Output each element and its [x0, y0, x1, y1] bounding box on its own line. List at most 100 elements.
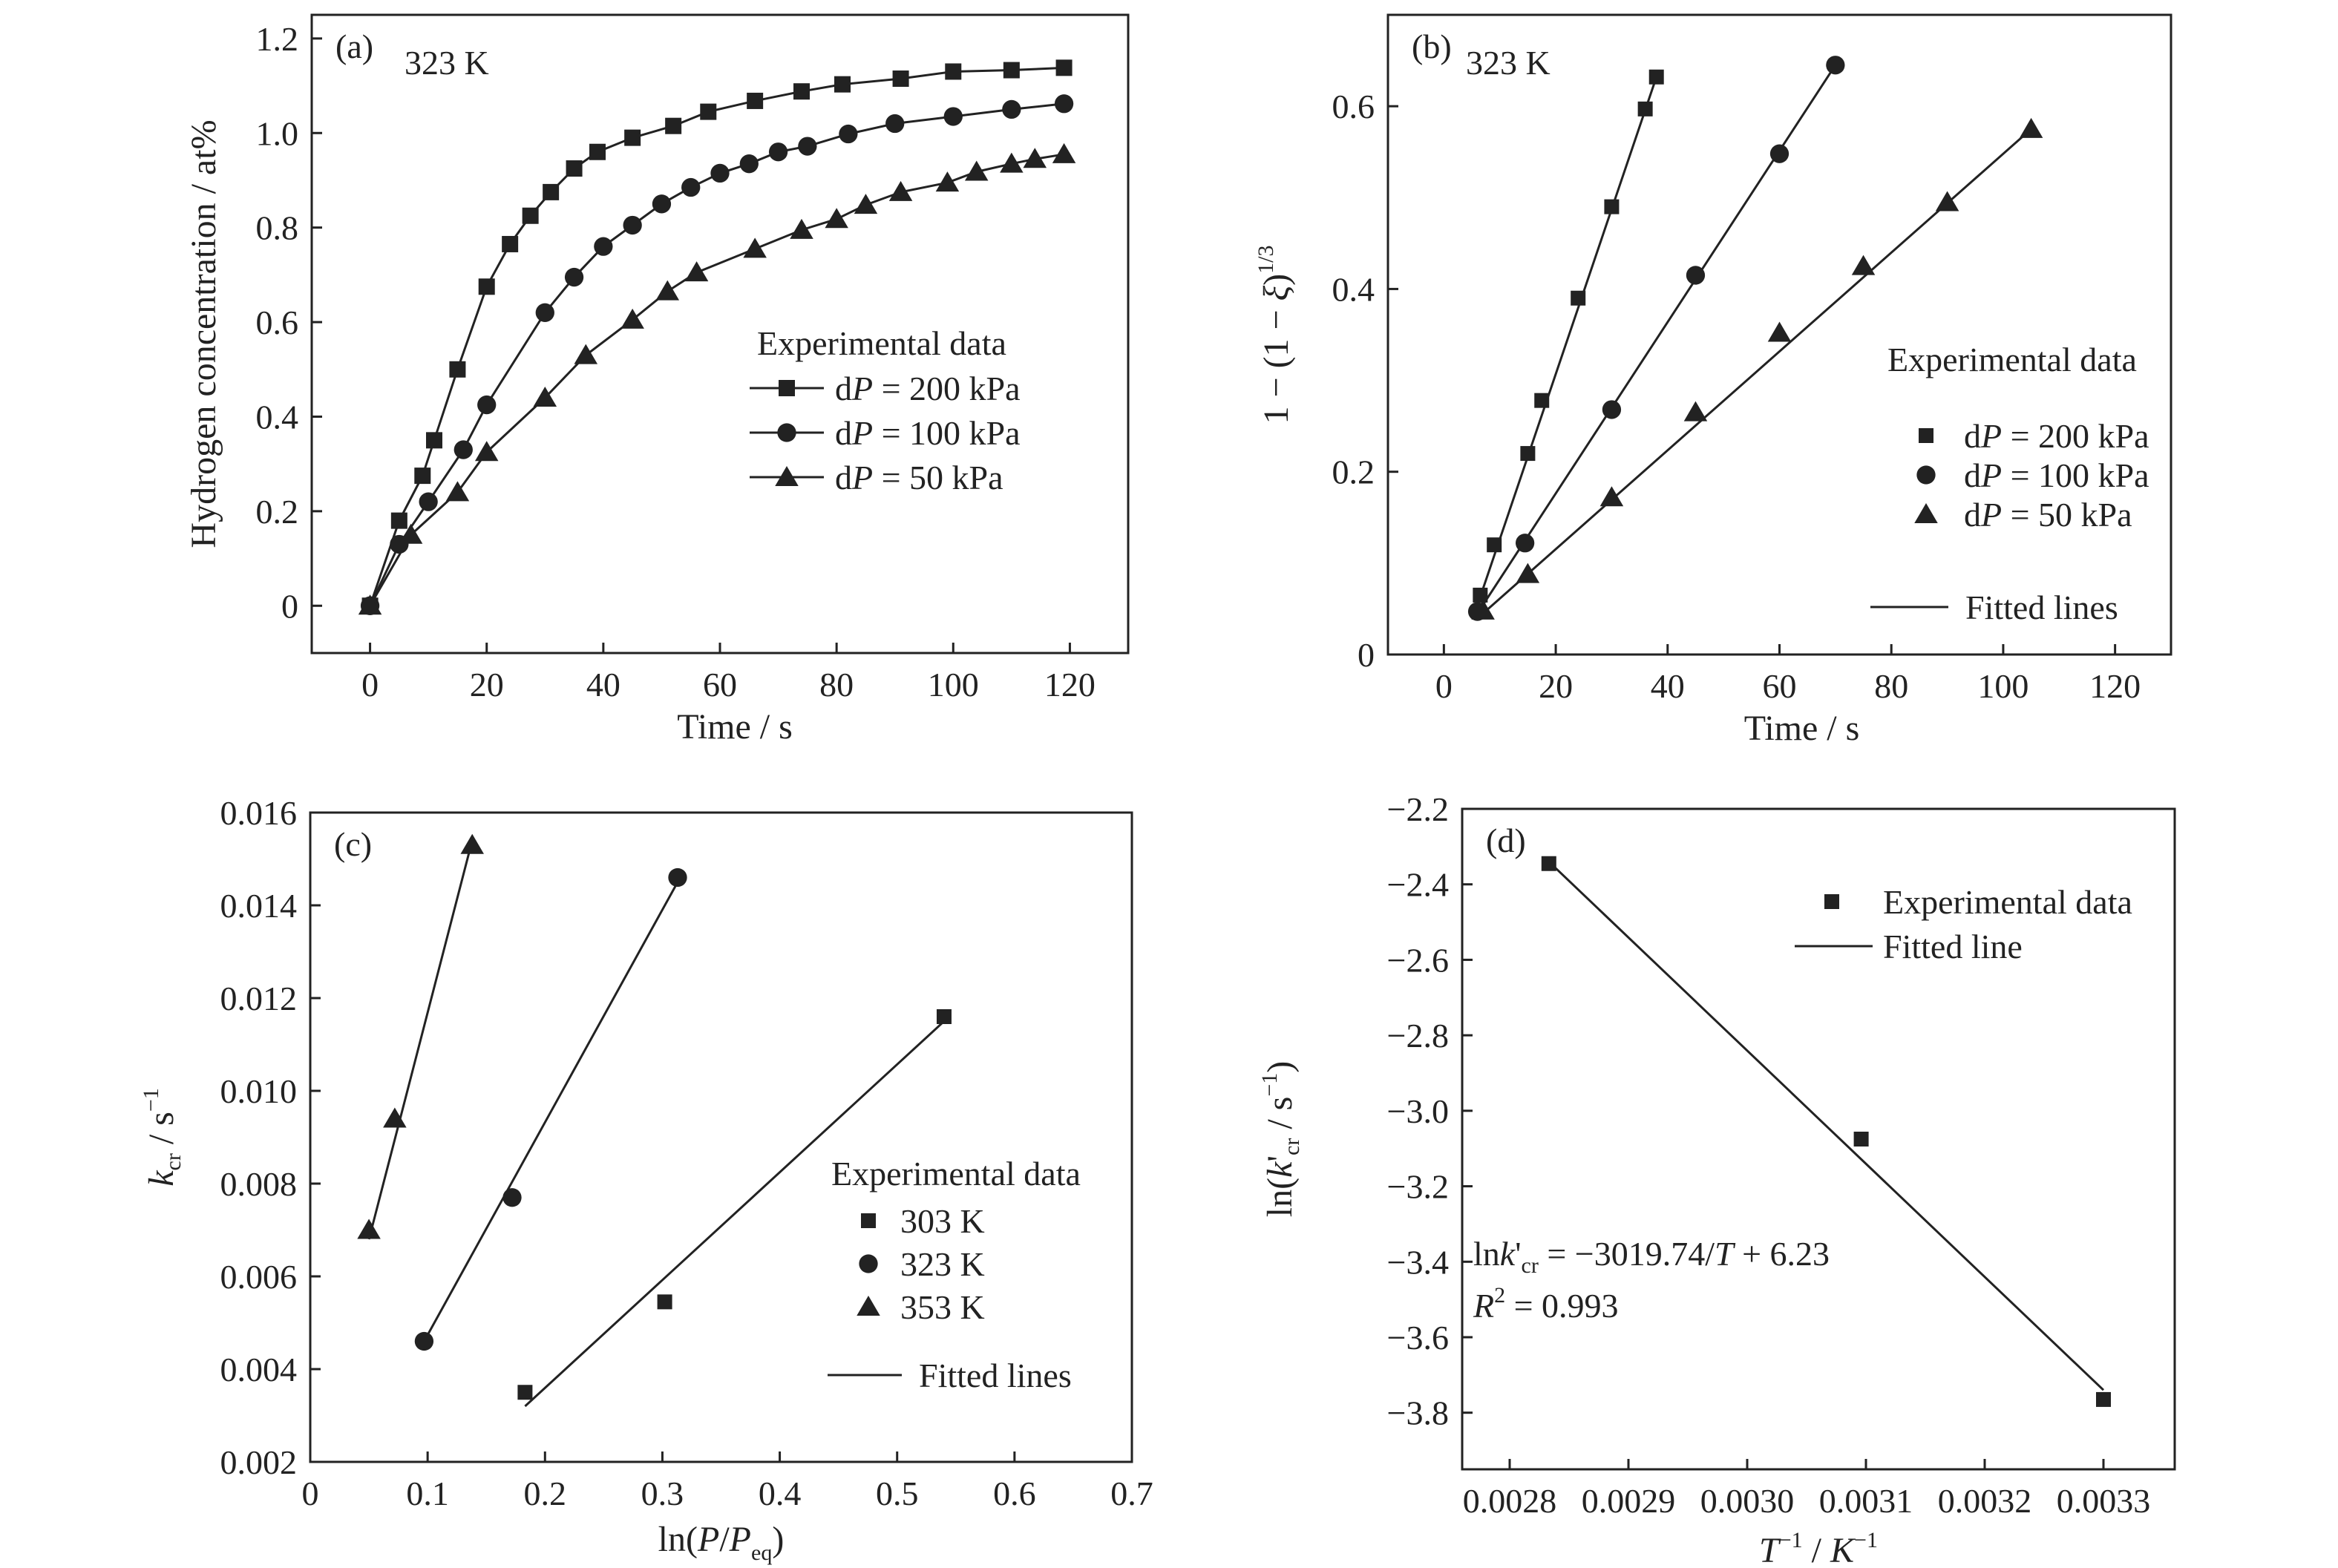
x-tick-label: 0.2	[524, 1474, 567, 1512]
legend-marker	[1914, 503, 1938, 523]
data-point	[684, 261, 709, 282]
panel-a: 0 20 40 60 80 100 120 0 0.2 0.4 0.6 0.8 1.0 1.2 (a) 323…	[184, 13, 1130, 747]
data-point	[502, 235, 519, 252]
y-tick-label: 0.016	[220, 794, 298, 832]
data-point	[1571, 290, 1586, 306]
legend-entry-label: 323 K	[900, 1245, 985, 1283]
x-tick-label: 80	[1874, 667, 1908, 705]
data-point	[414, 1331, 434, 1351]
data-point	[357, 1218, 381, 1239]
y-tick-label: 0.010	[220, 1072, 298, 1110]
legend-marker	[861, 1213, 876, 1228]
data-point	[566, 160, 583, 177]
data-point	[768, 142, 788, 162]
data-point	[964, 160, 989, 181]
panel-c: 0 0.1 0.2 0.3 0.4 0.5 0.6 0.7 0.002 0.004 0.006 0.0…	[139, 794, 1153, 1565]
x-tick-label: 0	[302, 1474, 319, 1512]
panel-label: (b)	[1412, 27, 1452, 65]
x-axis-label: T−1 / K−1	[1759, 1528, 1878, 1568]
fitted-line	[1473, 76, 1658, 614]
panel-label: (d)	[1486, 821, 1526, 859]
data-point	[1023, 148, 1047, 168]
data-point	[943, 107, 963, 126]
data-point	[426, 432, 442, 449]
x-axis-label: ln(P/Peq)	[658, 1520, 785, 1565]
legend-marker	[775, 466, 799, 486]
y-axis-label: Hydrogen concentration / at%	[184, 119, 223, 548]
data-point	[885, 114, 905, 134]
data-point	[888, 180, 913, 201]
x-tick-label: 0.0033	[2057, 1482, 2151, 1520]
x-tick-label: 60	[703, 666, 737, 703]
data-point	[460, 833, 484, 854]
x-tick-label: 100	[1977, 667, 2028, 705]
data-point	[399, 523, 423, 544]
series-triangle	[358, 142, 1076, 615]
data-point	[1473, 587, 1488, 603]
series-square	[1473, 69, 1664, 614]
fitted-line	[367, 840, 474, 1240]
data-point	[620, 308, 644, 329]
data-point	[414, 468, 431, 485]
data-point	[390, 512, 407, 529]
data-point	[1054, 94, 1074, 114]
x-tick-label: 0.1	[406, 1474, 449, 1512]
x-tick-label: 80	[819, 666, 854, 703]
series-circle	[414, 867, 687, 1351]
y-tick-label: 0.6	[256, 304, 299, 341]
data-point	[1520, 446, 1536, 462]
x-tick-label: 0.0031	[1819, 1482, 1913, 1520]
x-tick-label: 0.0030	[1700, 1482, 1795, 1520]
y-tick-label: 0.006	[220, 1258, 298, 1296]
data-point	[449, 361, 466, 378]
legend-entry-label: dP = 100 kPa	[835, 414, 1021, 452]
y-tick-label: 0.4	[256, 398, 299, 436]
y-tick-label: −3.8	[1387, 1394, 1449, 1432]
y-axis-label: kcr / s−1	[139, 1088, 186, 1187]
series-square	[1541, 856, 2111, 1407]
data-point	[739, 154, 759, 174]
x-axis-label: Time / s	[1744, 709, 1860, 748]
x-tick-label: 20	[470, 666, 504, 703]
x-tick-label: 0.0032	[1938, 1482, 2032, 1520]
legend-fit-label: Fitted lines	[1965, 588, 2118, 626]
legend-marker	[777, 423, 796, 442]
data-point	[655, 280, 680, 301]
y-tick-label: 1.2	[256, 20, 299, 58]
legend: Experimental data Fitted line	[1795, 883, 2132, 965]
data-point	[2019, 117, 2043, 138]
y-tick-label: 0	[281, 587, 298, 625]
legend-entry-label: dP = 200 kPa	[835, 370, 1021, 407]
data-point	[478, 278, 495, 295]
data-point	[1767, 321, 1792, 342]
data-point	[1769, 144, 1789, 163]
y-tick-label: 0.002	[220, 1443, 298, 1481]
legend-marker	[1916, 465, 1936, 485]
data-point	[839, 124, 858, 144]
data-point	[1541, 856, 1556, 871]
legend-entry-label: dP = 50 kPa	[835, 459, 1003, 496]
series-circle	[1467, 56, 1845, 621]
series-square	[517, 1009, 952, 1408]
x-tick-label: 0.6	[993, 1474, 1036, 1512]
plot-frame	[1461, 807, 2176, 1471]
data-point	[665, 117, 682, 134]
data-point	[1599, 486, 1624, 507]
x-tick-label: 0	[1435, 667, 1453, 705]
data-point	[652, 194, 672, 214]
data-point	[624, 129, 641, 146]
x-tick-label: 120	[1044, 666, 1096, 703]
r-squared: R2 = 0.993	[1473, 1283, 1619, 1325]
series-triangle	[357, 833, 484, 1240]
y-tick-label: 0.004	[220, 1351, 298, 1388]
x-tick-label: 0	[361, 666, 379, 703]
legend-title: Experimental data	[757, 324, 1006, 362]
legend-title: Experimental data	[1883, 883, 2132, 921]
data-point	[1851, 255, 1876, 275]
data-point	[681, 177, 701, 197]
legend-entry-label: dP = 50 kPa	[1964, 496, 2132, 534]
data-point	[1686, 266, 1706, 285]
data-point	[1516, 562, 1540, 583]
data-point	[522, 207, 539, 224]
